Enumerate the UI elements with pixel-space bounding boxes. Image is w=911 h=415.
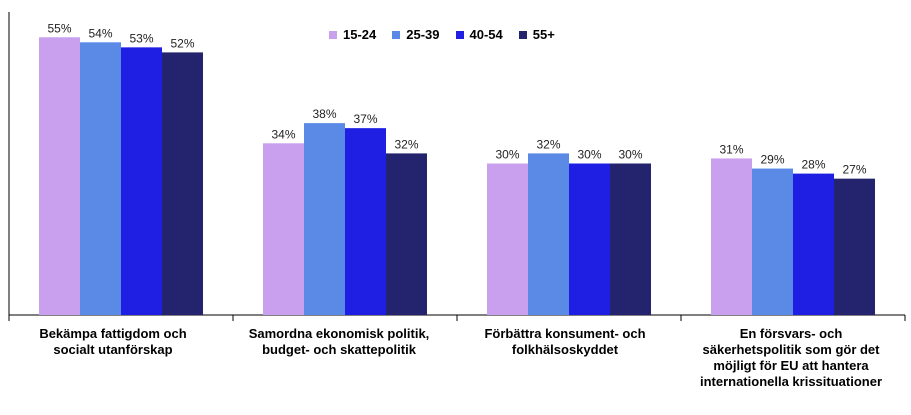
bar-40-54-cat3 <box>793 173 834 315</box>
legend: 15-24 25-39 40-54 55+ <box>329 27 555 42</box>
data-label: 27% <box>842 163 866 177</box>
data-label: 54% <box>88 26 112 40</box>
category-label-poverty: Bekämpa fattigdom och socialt utanförska… <box>39 326 187 357</box>
data-label: 32% <box>536 137 560 151</box>
legend-swatch-55plus <box>518 30 527 39</box>
data-label: 32% <box>394 137 418 151</box>
bar-15-24-cat2 <box>487 163 528 315</box>
legend-item-55plus: 55+ <box>518 27 555 42</box>
bar-55plus-cat0 <box>162 52 203 316</box>
bar-55plus-cat3 <box>834 178 875 315</box>
data-label: 30% <box>577 148 601 162</box>
legend-label-15-24: 15-24 <box>343 27 377 42</box>
legend-label-55plus: 55+ <box>532 27 555 42</box>
data-label: 37% <box>353 112 377 126</box>
data-label: 28% <box>801 158 825 172</box>
bar-25-39-cat0 <box>80 42 121 316</box>
bar-25-39-cat2 <box>528 153 569 315</box>
data-label: 34% <box>271 127 295 141</box>
legend-item-40-54: 40-54 <box>455 27 503 42</box>
legend-item-25-39: 25-39 <box>392 27 440 42</box>
bar-25-39-cat1 <box>304 123 345 315</box>
bar-15-24-cat3 <box>711 158 752 315</box>
data-label: 52% <box>170 36 194 50</box>
data-label: 30% <box>618 148 642 162</box>
legend-swatch-40-54 <box>455 30 464 39</box>
category-label-consumer-health: Förbättra konsument- och folkhälsoskydde… <box>484 326 646 357</box>
legend-item-15-24: 15-24 <box>329 27 376 42</box>
legend-swatch-25-39 <box>392 30 401 39</box>
bar-25-39-cat3 <box>752 168 793 315</box>
legend-label-40-54: 40-54 <box>469 27 503 42</box>
bar-55plus-cat2 <box>610 163 651 315</box>
legend-label-25-39: 25-39 <box>406 27 440 42</box>
bar-15-24-cat0 <box>39 37 80 315</box>
data-label: 55% <box>47 21 71 35</box>
bar-15-24-cat1 <box>263 143 304 315</box>
bar-40-54-cat0 <box>121 47 162 315</box>
data-label: 31% <box>719 142 743 156</box>
legend-swatch-15-24 <box>329 30 337 39</box>
category-label-defence-security: En försvars- och säkerhetspolitik som gö… <box>699 326 883 389</box>
data-label: 38% <box>312 107 336 121</box>
data-label: 53% <box>129 31 153 45</box>
data-label: 30% <box>495 148 519 162</box>
bar-40-54-cat2 <box>569 163 610 315</box>
bar-40-54-cat1 <box>345 128 386 315</box>
bar-55plus-cat1 <box>386 153 427 315</box>
data-label: 29% <box>760 153 784 167</box>
category-label-economic-policy: Samordna ekonomisk politik, budget- och … <box>248 326 430 357</box>
